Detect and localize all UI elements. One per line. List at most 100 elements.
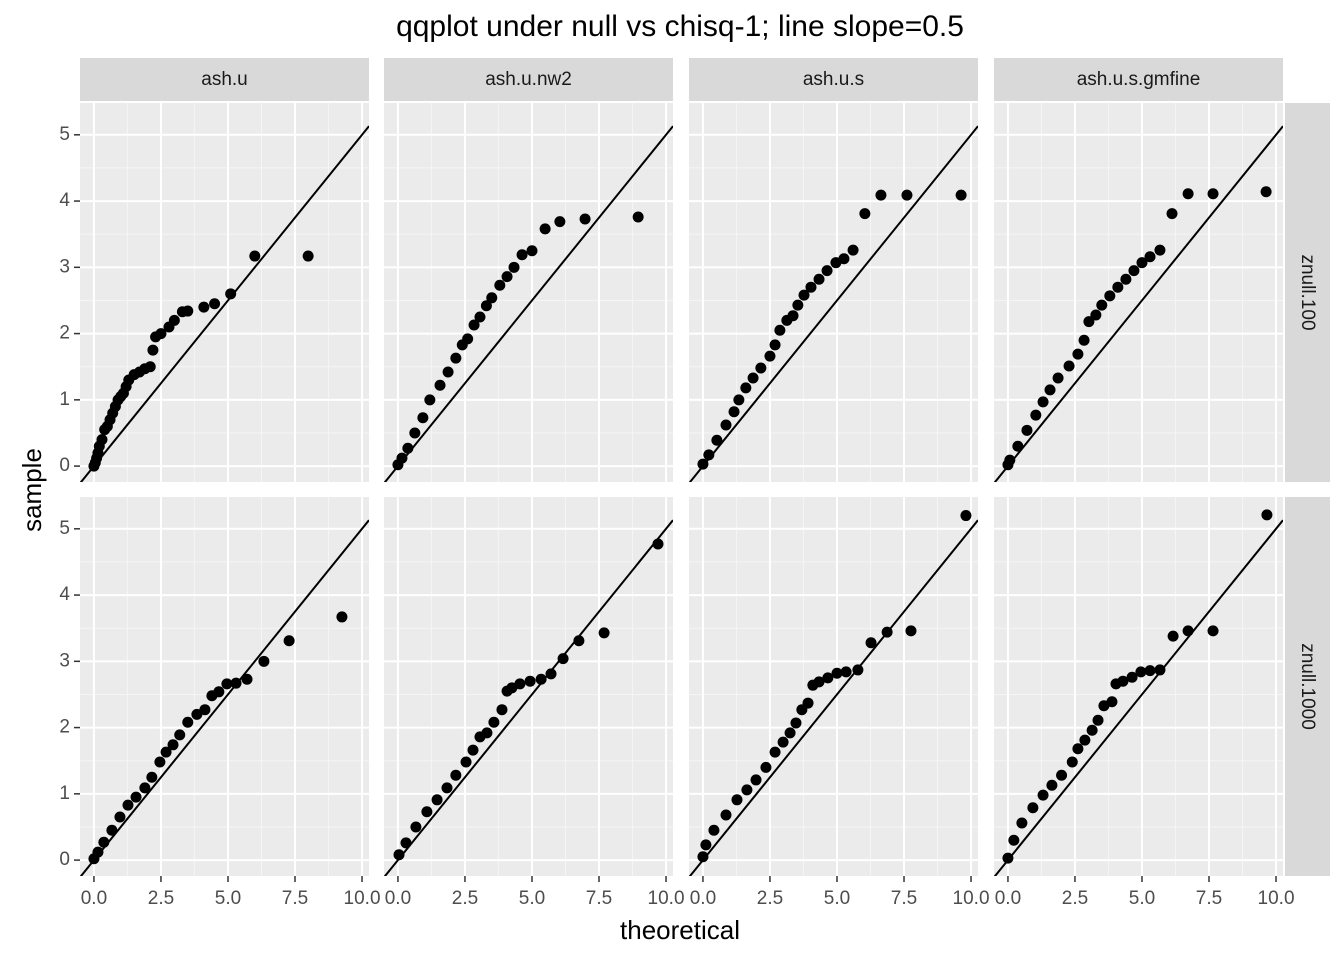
point [787,310,799,322]
x-tick-label: 5.0 [519,888,545,909]
point [1004,454,1016,466]
point [652,538,664,550]
point [1182,188,1194,200]
reference-line [80,125,369,482]
point [798,289,810,301]
point [524,675,536,687]
point [114,811,126,823]
point [106,824,118,836]
point [213,686,225,698]
point [1182,625,1194,637]
point [182,305,194,317]
x-tick-label: 2.5 [757,888,783,909]
point [700,839,712,851]
point [777,736,789,748]
point [249,250,261,262]
point [139,782,151,794]
y-tick-label: 3 [59,256,70,277]
x-tick-label: 0.0 [995,888,1021,909]
x-tick-label: 7.5 [891,888,917,909]
reference-line [689,125,978,482]
point [822,672,834,684]
point [92,846,104,858]
point [1056,769,1068,781]
point [901,189,913,201]
point [393,849,405,861]
point [711,434,723,446]
point [598,627,610,639]
point [1086,724,1098,736]
point [579,213,591,225]
point [468,319,480,331]
point [1154,664,1166,676]
point [760,761,772,773]
panel-background [384,497,673,876]
x-tick-label: 0.0 [81,888,107,909]
point [1021,424,1033,436]
point [146,771,158,783]
point [750,774,762,786]
facet-label: ash.u.s.gmfine [1077,69,1201,90]
point [1002,852,1014,864]
point [336,611,348,623]
point [1072,348,1084,360]
point [1008,834,1020,846]
point [421,806,433,818]
point [535,673,547,685]
point [805,281,817,293]
point [241,673,253,685]
point [831,667,843,679]
point [821,265,833,277]
point [409,427,421,439]
x-tick-label: 2.5 [452,888,478,909]
point [144,361,156,373]
y-tick-label: 1 [59,389,70,410]
panel-background [994,103,1283,482]
point [417,412,429,424]
point [1027,802,1039,814]
point [697,851,709,863]
point [774,324,786,336]
point [474,311,486,323]
y-tick-label: 2 [59,717,70,738]
point [1063,360,1075,372]
point [431,794,443,806]
point [230,677,242,689]
x-tick-label: 7.5 [282,888,308,909]
point [1092,714,1104,726]
point [1117,675,1129,687]
panel-background [384,103,673,482]
point [1166,208,1178,220]
point [703,449,715,461]
point [154,756,166,768]
point [1106,696,1118,708]
point [764,350,776,362]
point [790,717,802,729]
point [450,769,462,781]
point [1144,665,1156,677]
point [769,746,781,758]
y-tick-label: 4 [59,190,70,211]
y-axis-label: sample [17,448,47,532]
point [875,189,887,201]
point [813,676,825,688]
y-tick-label: 1 [59,783,70,804]
point [481,727,493,739]
point [802,697,814,709]
point [1037,396,1049,408]
point [539,223,551,235]
point [1136,257,1148,269]
point [554,216,566,228]
point [865,637,877,649]
point [557,653,569,665]
point [488,716,500,728]
point [747,372,759,384]
point [881,626,893,638]
point [960,510,972,522]
point [147,344,159,356]
reference-line [994,125,1283,482]
point [434,379,446,391]
y-tick-label: 0 [59,455,70,476]
point [508,261,520,273]
point [859,208,871,220]
